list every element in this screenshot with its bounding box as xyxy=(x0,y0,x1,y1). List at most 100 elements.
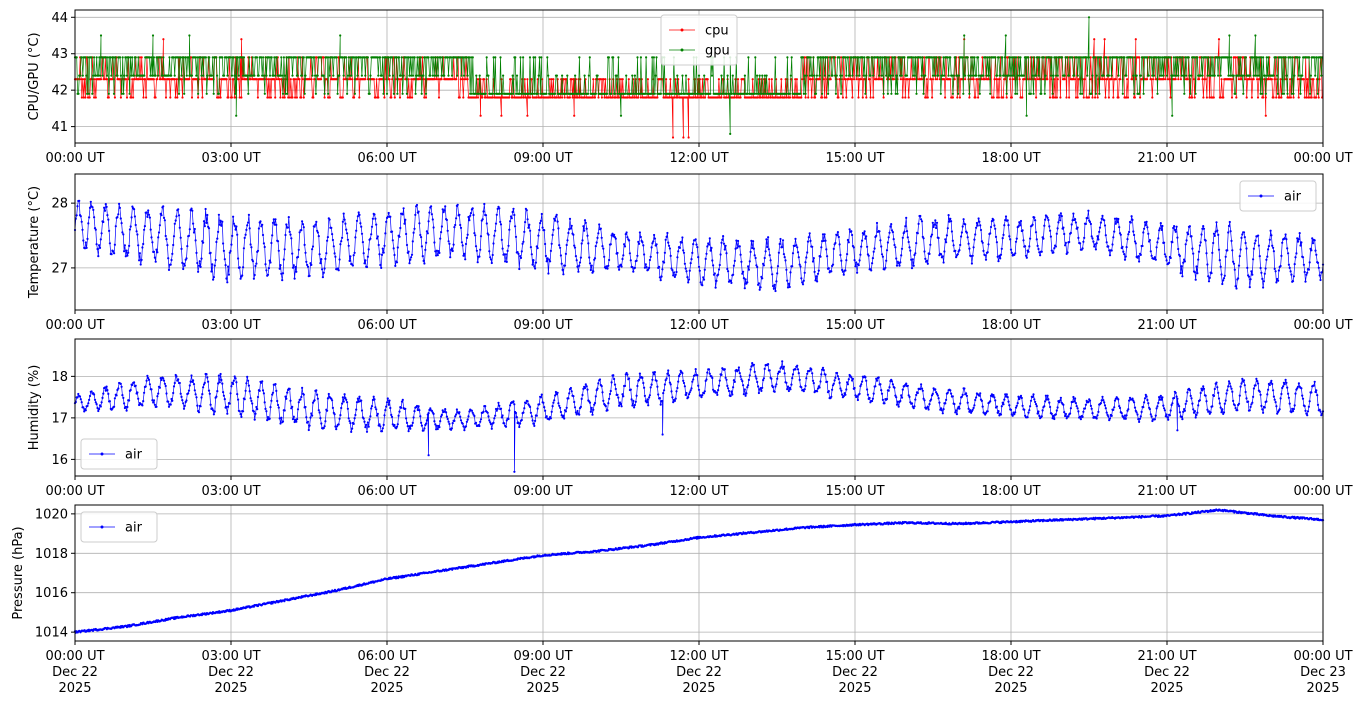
data-point xyxy=(347,244,350,247)
data-point xyxy=(270,399,273,402)
data-point xyxy=(663,251,667,254)
data-point xyxy=(801,78,804,81)
data-point xyxy=(774,96,777,99)
data-point xyxy=(638,231,642,234)
data-point xyxy=(301,223,305,226)
data-point xyxy=(1257,234,1260,237)
data-point xyxy=(238,266,241,269)
data-point xyxy=(141,246,144,249)
data-point xyxy=(430,205,433,208)
data-point xyxy=(1291,280,1295,283)
data-point xyxy=(715,279,718,282)
data-point xyxy=(80,78,83,81)
data-point xyxy=(163,219,166,222)
x-tick-label: 15:00 UT xyxy=(825,318,884,333)
data-point xyxy=(535,96,539,99)
data-point xyxy=(1113,217,1117,220)
data-point xyxy=(935,56,938,59)
data-point xyxy=(341,220,344,223)
data-point xyxy=(1267,245,1270,248)
data-point xyxy=(106,214,109,217)
data-point xyxy=(968,92,971,95)
data-point xyxy=(763,96,767,99)
data-point xyxy=(387,56,390,59)
data-point xyxy=(1279,78,1282,81)
data-point xyxy=(816,272,820,275)
data-point xyxy=(681,74,684,77)
data-point xyxy=(820,246,823,249)
data-point xyxy=(886,241,890,244)
data-point xyxy=(522,96,526,99)
data-point xyxy=(1267,248,1270,251)
data-point xyxy=(162,377,165,380)
data-point xyxy=(950,230,954,233)
data-point xyxy=(392,92,395,95)
data-point xyxy=(255,262,258,265)
data-point xyxy=(1035,96,1038,99)
data-point xyxy=(671,269,674,272)
data-point xyxy=(215,395,218,398)
data-point xyxy=(370,407,373,410)
data-point xyxy=(434,423,437,426)
data-point xyxy=(1161,56,1164,59)
data-point xyxy=(246,74,249,77)
data-point xyxy=(177,208,180,211)
data-point xyxy=(183,404,186,407)
data-point xyxy=(352,422,355,425)
data-point xyxy=(378,423,381,426)
data-point xyxy=(821,233,825,236)
data-point xyxy=(795,96,798,99)
data-point xyxy=(349,422,352,425)
data-point xyxy=(288,96,291,99)
data-point xyxy=(199,56,202,59)
data-point xyxy=(454,415,457,418)
data-point xyxy=(1001,56,1004,59)
data-point xyxy=(1008,56,1011,59)
data-point xyxy=(1303,270,1306,274)
data-point xyxy=(1048,56,1052,59)
data-point xyxy=(1265,56,1268,59)
data-point xyxy=(1235,287,1238,290)
data-point xyxy=(837,235,840,239)
data-point xyxy=(1276,92,1279,95)
data-point xyxy=(947,74,950,77)
data-point xyxy=(1194,92,1197,95)
data-point xyxy=(697,265,701,268)
data-point xyxy=(1188,225,1191,228)
data-point xyxy=(935,221,939,224)
data-point xyxy=(400,400,404,403)
data-point xyxy=(762,96,765,99)
data-point xyxy=(125,249,128,252)
data-point xyxy=(370,405,374,408)
data-point xyxy=(400,406,403,409)
data-point xyxy=(266,96,269,99)
data-point xyxy=(964,74,967,77)
data-point xyxy=(219,219,222,222)
data-point xyxy=(76,396,79,399)
data-point xyxy=(1313,239,1316,242)
data-point xyxy=(972,74,975,77)
data-point xyxy=(119,382,122,385)
data-point xyxy=(401,213,404,216)
data-point xyxy=(952,244,955,247)
data-point xyxy=(855,74,858,77)
data-point xyxy=(572,233,575,236)
data-point xyxy=(275,223,278,226)
data-point xyxy=(1126,238,1129,241)
data-point xyxy=(539,92,542,95)
data-point xyxy=(1226,249,1229,252)
data-point xyxy=(439,237,442,240)
data-point xyxy=(173,78,176,81)
data-point xyxy=(277,406,280,409)
data-point xyxy=(78,199,81,202)
data-point xyxy=(573,114,576,117)
data-point xyxy=(463,74,466,77)
data-point xyxy=(698,269,701,272)
data-point xyxy=(977,74,981,77)
data-point xyxy=(1081,247,1084,250)
data-point xyxy=(1302,263,1305,266)
data-point xyxy=(833,56,836,59)
data-point xyxy=(798,263,801,266)
data-point xyxy=(855,261,858,264)
data-point xyxy=(591,96,594,99)
